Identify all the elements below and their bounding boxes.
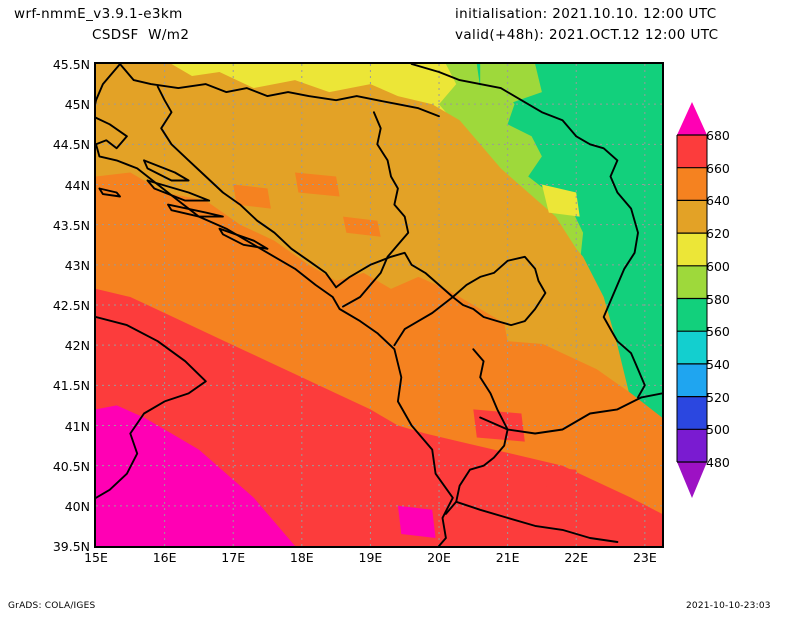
map-outline-13 [451, 255, 547, 327]
contour-patch-6 [500, 305, 560, 346]
map-outline-14 [444, 348, 509, 515]
colorbar-tick-660: 660 [706, 160, 730, 176]
y-tick-40.5N: 40.5N [52, 458, 90, 474]
contour-map [96, 64, 662, 546]
x-tick-21E: 21E [495, 550, 520, 565]
map-outline-1 [143, 159, 190, 182]
x-tick-20E: 20E [427, 550, 451, 565]
colorbar-tick-540: 540 [706, 356, 730, 372]
map-plot-area [94, 62, 664, 548]
colorbar-tick-520: 520 [706, 389, 730, 405]
y-tick-41N: 41N [64, 418, 90, 434]
y-tick-45N: 45N [64, 97, 90, 113]
y-tick-39.5N: 39.5N [52, 539, 90, 554]
contour-band-680 [96, 288, 662, 546]
y-tick-42.5N: 42.5N [52, 298, 90, 313]
footer-timestamp: 2021-10-10-23:03 [686, 601, 771, 611]
map-outline-17 [640, 392, 662, 399]
y-tick-42N: 42N [64, 338, 90, 354]
y-tick-44N: 44N [64, 177, 90, 193]
x-tick-16E: 16E [152, 550, 177, 565]
map-outline-0 [96, 64, 454, 546]
map-outline-16 [455, 500, 619, 543]
colorbar-tick-480: 480 [706, 455, 730, 470]
y-tick-41.5N: 41.5N [52, 378, 90, 394]
colorbar-tick-680: 680 [706, 128, 730, 143]
y-tick-44.5N: 44.5N [52, 137, 90, 153]
y-tick-43.5N: 43.5N [52, 217, 90, 233]
map-outline-15 [479, 396, 643, 435]
contour-patch-1 [541, 184, 580, 217]
contour-patch-9 [397, 505, 436, 538]
initialisation-time: initialisation: 2021.10.10. 12:00 UTC [455, 6, 717, 22]
map-outline-8 [156, 85, 338, 289]
variable-title: CSDSF W/m2 [92, 27, 190, 43]
contour-patch-2 [233, 184, 271, 209]
x-tick-17E: 17E [221, 550, 246, 565]
contour-patch-4 [343, 216, 381, 237]
map-outline-5 [98, 187, 121, 198]
colorbar-tick-620: 620 [706, 226, 730, 242]
map-outline-9 [342, 111, 410, 308]
y-tick-43N: 43N [64, 257, 90, 273]
contour-patch-5 [164, 244, 196, 265]
contour-band-700 [96, 405, 295, 546]
model-title: wrf-nmmE_v3.9.1-e3km [14, 6, 183, 22]
map-outline-3 [167, 203, 224, 218]
contour-patch-0 [480, 64, 542, 105]
x-tick-22E: 22E [564, 550, 589, 565]
colorbar-tick-500: 500 [706, 422, 730, 438]
colorbar-tick-600: 600 [706, 258, 730, 274]
x-tick-19E: 19E [358, 550, 383, 565]
footer-credit: GrADS: COLA/IGES [8, 601, 96, 611]
y-tick-45.5N: 45.5N [52, 57, 90, 72]
x-tick-18E: 18E [289, 550, 314, 565]
x-tick-23E: 23E [632, 550, 657, 565]
plot-frame [94, 62, 664, 548]
map-outline-4 [218, 227, 269, 250]
map-outline-10 [410, 64, 578, 138]
colorbar: 680 660 640 620 600 580 560 540 520 500 480 [676, 100, 786, 500]
y-tick-40N: 40N [64, 498, 90, 514]
map-outline-2 [146, 179, 211, 202]
map-outline-11 [575, 135, 646, 399]
colorbar-tick-560: 560 [706, 324, 730, 340]
contour-patch-8 [535, 465, 580, 490]
contour-patch-3 [295, 172, 340, 197]
colorbar-tick-580: 580 [706, 291, 730, 307]
valid-time: valid(+48h): 2021.OCT.12 12:00 UTC [455, 27, 719, 43]
map-outline-12 [335, 251, 454, 347]
map-outline-6 [96, 316, 207, 499]
map-outline-7 [119, 64, 440, 118]
colorbar-tick-640: 640 [706, 193, 730, 209]
x-tick-15E: 15E [84, 550, 108, 565]
colorbar-gradient [676, 102, 708, 498]
